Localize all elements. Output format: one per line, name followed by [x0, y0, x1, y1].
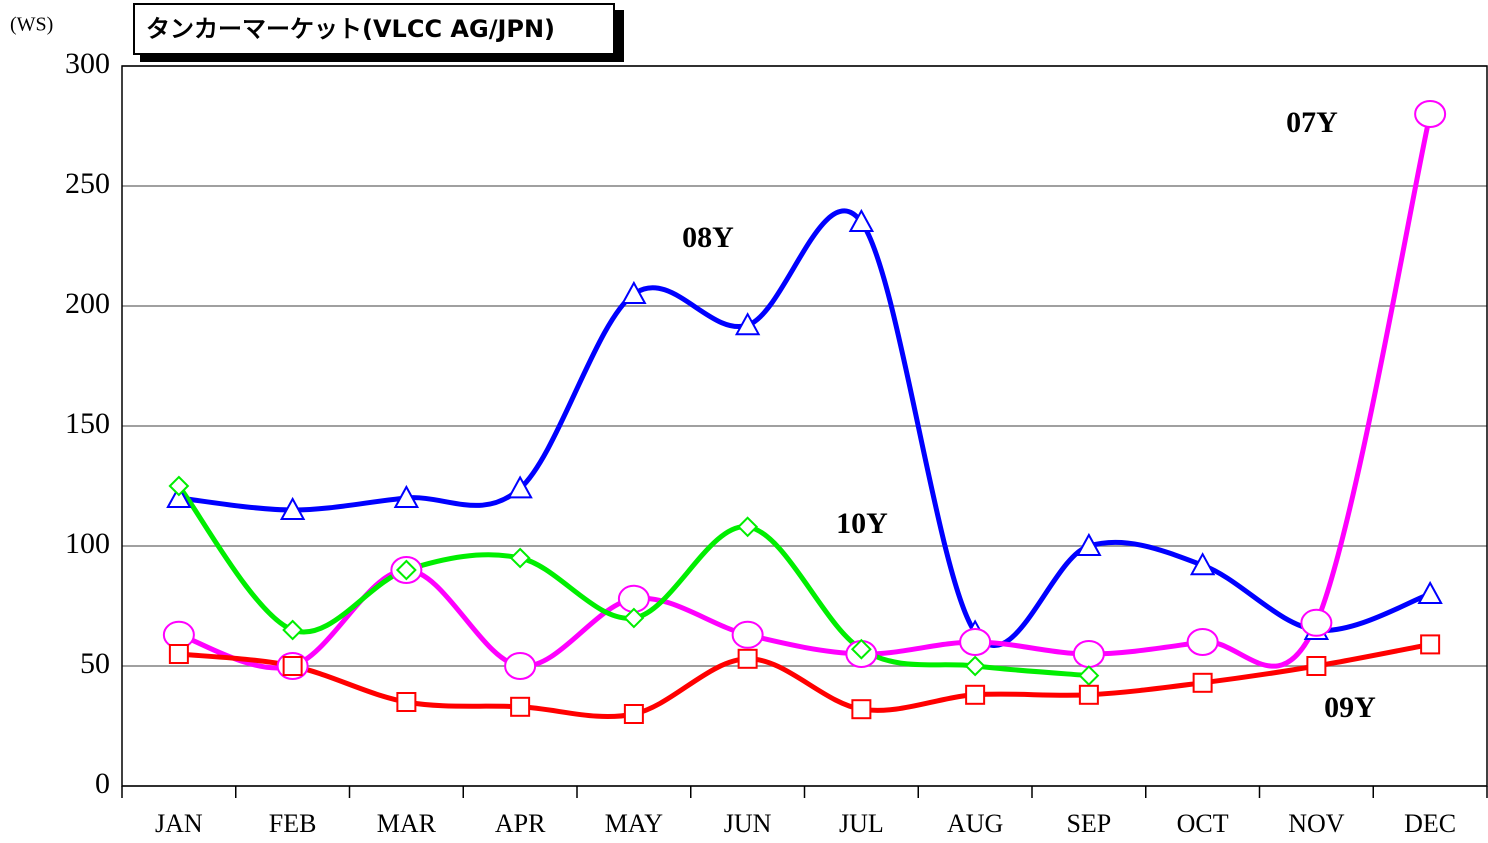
x-tick-label: OCT	[1177, 809, 1229, 838]
series-label: 08Y	[682, 221, 734, 254]
marker	[1078, 684, 1099, 705]
marker	[623, 704, 644, 724]
marker	[168, 644, 189, 664]
marker	[737, 648, 758, 669]
y-tick-label: 50	[80, 647, 110, 680]
marker	[1420, 634, 1441, 655]
marker	[279, 496, 306, 520]
y-axis-label: (WS)	[10, 14, 53, 36]
marker	[965, 684, 986, 705]
marker	[731, 620, 764, 649]
x-tick-label: MAY	[605, 809, 664, 838]
marker	[1306, 656, 1327, 676]
marker	[282, 619, 304, 641]
x-tick-label: AUG	[947, 809, 1003, 838]
marker	[1417, 580, 1443, 604]
marker	[1300, 608, 1333, 637]
marker	[623, 607, 645, 629]
marker	[1414, 100, 1447, 128]
marker	[507, 475, 533, 499]
marker	[1189, 552, 1216, 576]
x-tick-label: SEP	[1066, 809, 1111, 838]
marker	[510, 696, 531, 717]
marker	[737, 516, 759, 538]
x-tick-label: JUL	[839, 809, 884, 838]
marker	[1186, 628, 1219, 656]
marker	[282, 656, 303, 676]
x-tick-label: APR	[495, 809, 546, 838]
marker	[393, 484, 420, 508]
marker	[166, 484, 192, 508]
x-tick-label: DEC	[1404, 809, 1456, 838]
marker	[162, 620, 195, 649]
y-tick-label: 250	[65, 167, 110, 200]
series-label: 10Y	[836, 507, 888, 540]
marker	[621, 280, 647, 304]
marker	[1076, 532, 1102, 556]
marker	[168, 475, 190, 497]
y-tick-label: 200	[65, 287, 110, 320]
chart-title: タンカーマーケット(VLCC AG/JPN)	[146, 15, 555, 43]
x-tick-label: JAN	[155, 809, 203, 838]
marker	[395, 559, 417, 581]
marker	[509, 547, 531, 569]
marker	[1078, 665, 1100, 687]
series-label: 07Y	[1286, 106, 1338, 139]
x-tick-label: MAR	[377, 809, 437, 838]
x-tick-label: FEB	[269, 809, 317, 838]
marker	[1072, 640, 1105, 668]
marker	[396, 692, 417, 712]
title-box	[133, 3, 615, 55]
y-tick-label: 150	[65, 407, 110, 440]
marker	[959, 628, 992, 656]
x-tick-label: JUN	[724, 809, 772, 838]
marker	[850, 638, 872, 660]
marker	[964, 655, 986, 677]
marker	[1192, 672, 1213, 693]
marker	[848, 208, 875, 232]
marker	[504, 652, 537, 680]
series-label: 09Y	[1324, 691, 1376, 724]
y-tick-label: 300	[65, 47, 110, 80]
x-tick-label: NOV	[1288, 809, 1345, 838]
y-tick-label: 0	[95, 767, 110, 800]
y-tick-label: 100	[65, 527, 110, 560]
marker	[851, 699, 872, 720]
marker	[734, 312, 761, 336]
